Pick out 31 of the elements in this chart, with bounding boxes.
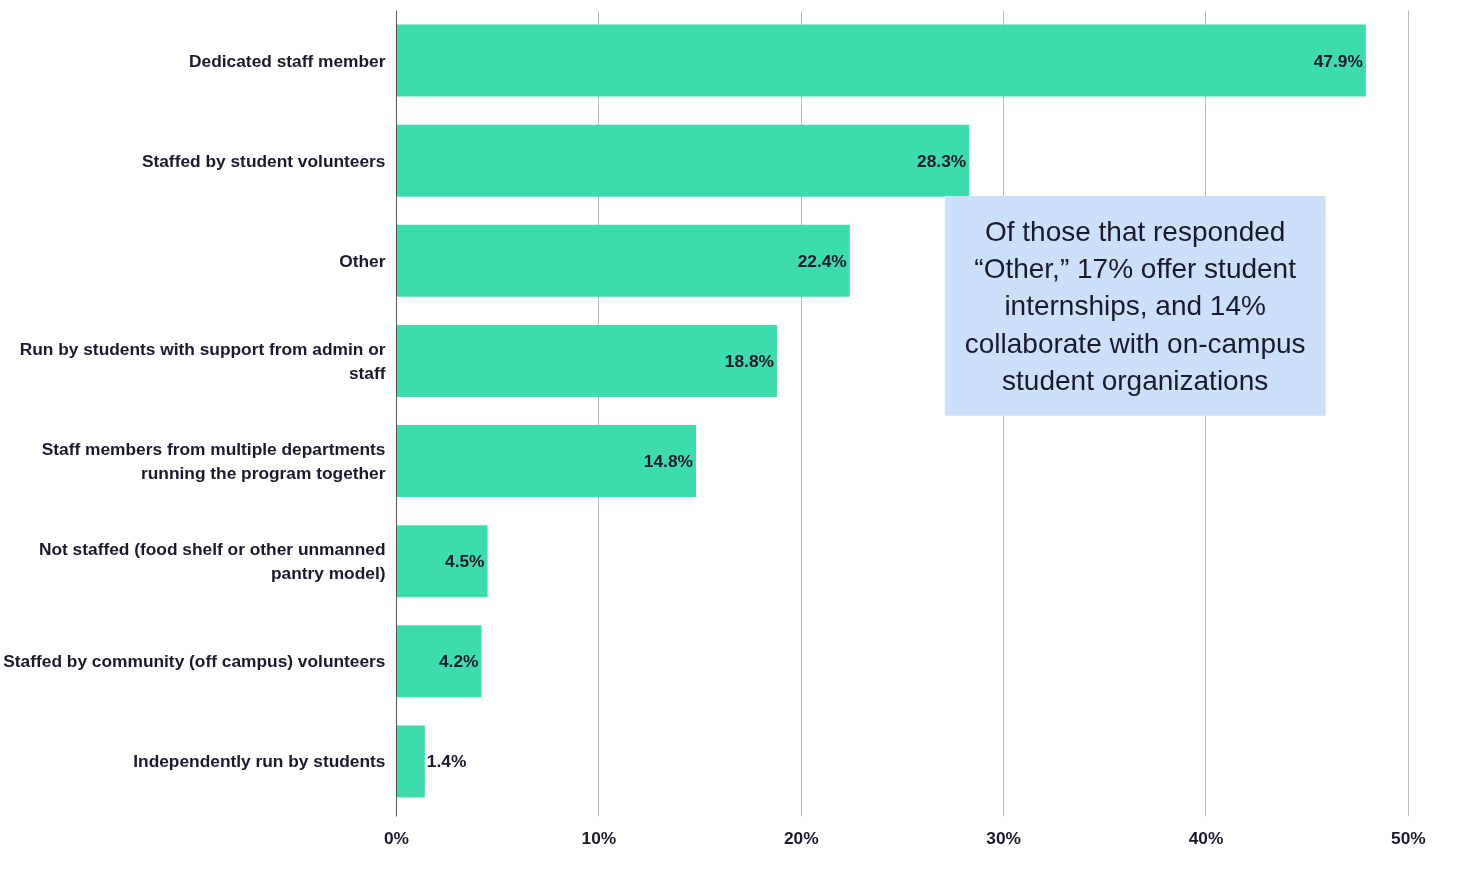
bar — [396, 24, 1366, 97]
bar — [396, 425, 697, 498]
annotation: Of those that responded “Other,” 17% offer student internships, and 14% collaborate with on-campus student organizations — [964, 215, 1306, 396]
bar — [396, 525, 488, 598]
y-tick-label: Staff members from multiple departments running the program together — [41, 439, 386, 484]
y-tick-label: Dedicated staff member — [189, 50, 386, 71]
y-tick-label: Independently run by students — [133, 751, 386, 772]
data-label: 22.4% — [797, 250, 847, 271]
y-tick-label: Other — [339, 250, 386, 271]
data-label: 4.5% — [445, 551, 485, 572]
x-tick-label: 50% — [1391, 827, 1426, 848]
y-tick-label: Run by students with support from admin or staff — [19, 338, 386, 383]
data-label: 4.2% — [438, 651, 479, 672]
bar — [396, 124, 970, 197]
x-tick-label: 0% — [383, 827, 410, 848]
bar — [396, 324, 777, 397]
y-tick-label: Not staffed (food shelf or other unmanned pantry model) — [38, 539, 386, 584]
bar — [396, 725, 425, 798]
x-tick-label: 40% — [1188, 827, 1224, 848]
x-tick-label: 20% — [783, 827, 819, 848]
data-label: 47.9% — [1313, 50, 1363, 71]
data-label: 1.4% — [426, 751, 467, 772]
bar — [396, 224, 850, 297]
y-tick-label: Staffed by community (off campus) volunteers — [3, 651, 386, 672]
bar — [396, 625, 482, 698]
y-tick-label: Staffed by student volunteers — [141, 150, 386, 171]
x-tick-label: 30% — [986, 827, 1021, 848]
x-tick-label: 10% — [581, 827, 617, 848]
data-label: 18.8% — [724, 350, 774, 371]
data-label: 28.3% — [917, 150, 967, 171]
data-label: 14.8% — [643, 451, 693, 472]
